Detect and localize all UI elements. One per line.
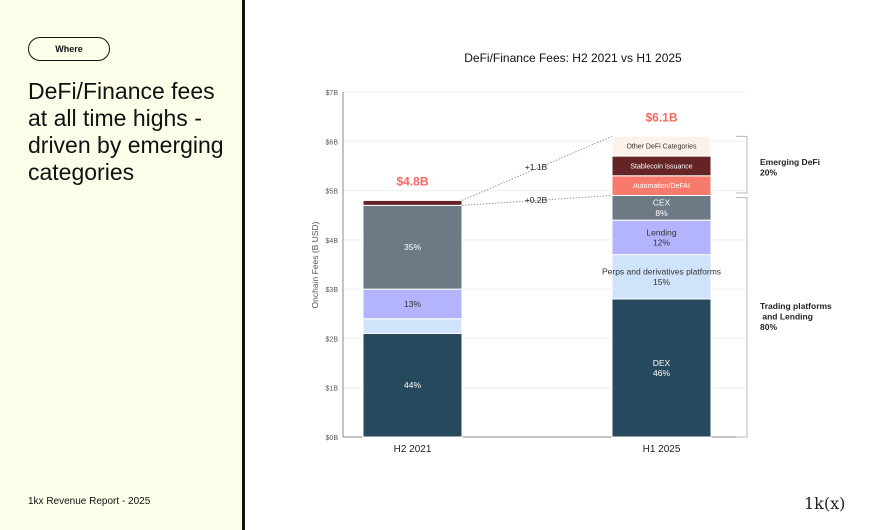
- increase-label-trading: +0.2B: [525, 195, 548, 205]
- segment-label: 35%: [404, 242, 421, 252]
- y-tick-label: $4B: [326, 238, 339, 245]
- y-tick-label: $0B: [326, 435, 339, 442]
- bracket-emerging: [736, 135, 748, 194]
- y-tick-label: $6B: [326, 139, 339, 146]
- report-footer: 1kx Revenue Report - 2025: [28, 496, 151, 507]
- bar-segment-lending: [611, 219, 712, 256]
- bar-segment-cex: [611, 195, 712, 221]
- bracket-label-trading: Trading platforms and Lending 80%: [760, 301, 832, 332]
- bar-segment-dex: [611, 298, 712, 438]
- segment-label: Other DeFi Categories: [626, 144, 697, 151]
- segment-label: Automation/DeFAI: [633, 183, 690, 190]
- bar-segment-perps-and-derivatives-platforms: [362, 318, 463, 335]
- bar-segment-cex: [362, 204, 463, 290]
- connector-line-emerging: [461, 135, 613, 201]
- total-label: $4.8B: [396, 174, 428, 188]
- sidebar-panel: Where DeFi/Finance fees at all time high…: [0, 0, 245, 530]
- section-tag: Where: [28, 37, 110, 61]
- bar-segment-other-defi-categories: [611, 135, 712, 157]
- chart-title: DeFi/Finance Fees: H2 2021 vs H1 2025: [464, 51, 682, 65]
- increase-label-emerging: +1.1B: [525, 162, 548, 172]
- y-tick-label: $2B: [326, 336, 339, 343]
- y-tick-label: $5B: [326, 189, 339, 196]
- segment-label: DEX 46%: [653, 358, 671, 378]
- x-tick-label: H2 2021: [394, 444, 432, 455]
- segment-label: Perps and derivatives platforms 15%: [602, 267, 721, 287]
- bracket-label-emerging: Emerging DeFi 20%: [760, 157, 820, 178]
- headline: DeFi/Finance fees at all time highs - dr…: [28, 78, 224, 185]
- y-axis-label: Onchain Fees (B USD): [310, 221, 320, 308]
- y-tick-label: $1B: [326, 386, 339, 393]
- bar-segment-stablecoin-issuance: [362, 199, 463, 206]
- segment-label: 13%: [404, 299, 421, 309]
- brand-logo: 1k(x): [804, 494, 846, 513]
- x-tick-label: H1 2025: [643, 444, 681, 455]
- segment-label: Stablecoin issuance: [630, 163, 692, 170]
- bar-segment-lending: [362, 288, 463, 320]
- bracket-trading: [736, 196, 748, 438]
- y-tick-label: $3B: [326, 287, 339, 294]
- y-tick-label: $7B: [326, 90, 339, 97]
- total-label: $6.1B: [645, 110, 677, 124]
- segment-label: 44%: [404, 380, 421, 390]
- segment-label: CEX 8%: [653, 198, 671, 218]
- connector-line-trading: [461, 195, 613, 206]
- segment-label: Lending 12%: [646, 227, 677, 247]
- bar-segment-perps-and-derivatives-platforms: [611, 254, 712, 300]
